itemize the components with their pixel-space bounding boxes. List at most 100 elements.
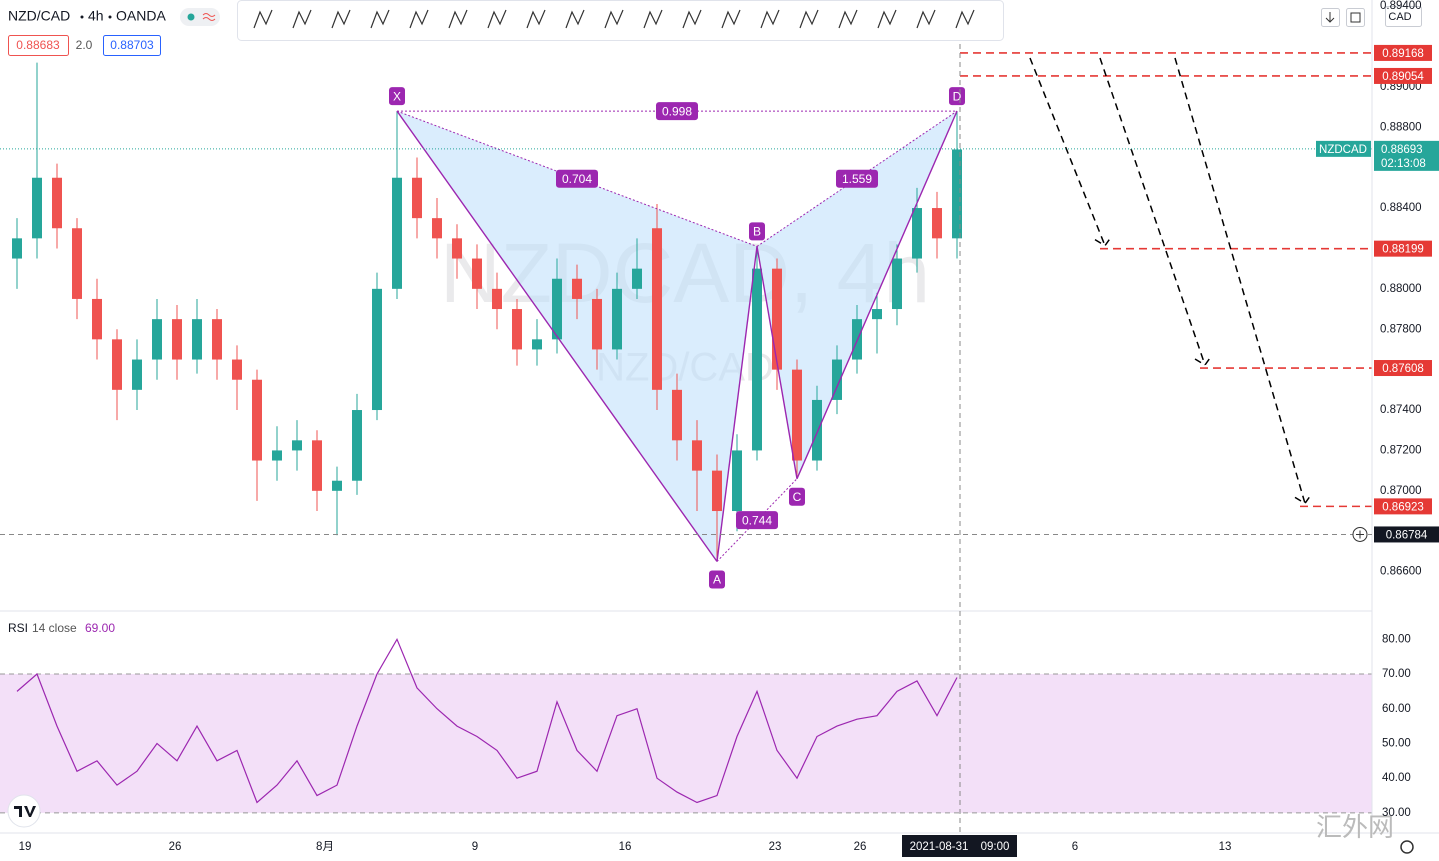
tool-button[interactable] [951, 5, 979, 35]
y-tick-label: 0.87400 [1380, 404, 1422, 416]
pattern-fill [757, 111, 957, 479]
candle-body [652, 228, 662, 390]
candle-body [612, 288, 622, 350]
tool-hit[interactable] [795, 5, 823, 35]
scroll-icon [1325, 12, 1335, 23]
candle-body [252, 379, 262, 461]
fullscreen-button[interactable] [1346, 8, 1365, 27]
crosshair-time: 09:00 [981, 841, 1010, 853]
tool-hit[interactable] [483, 5, 511, 35]
tool-button[interactable] [873, 5, 901, 35]
candle-body [292, 440, 302, 451]
y-tick-label: 0.87200 [1380, 444, 1422, 456]
candle-body [12, 238, 22, 259]
candle-body [152, 319, 162, 360]
tool-icon [409, 9, 429, 29]
target-level-label-box [1374, 44, 1432, 61]
spread: 2.0 [76, 38, 93, 52]
time-label: 16 [619, 841, 632, 853]
tool-hit[interactable] [444, 5, 472, 35]
tool-hit[interactable] [405, 5, 433, 35]
projection-arrow [1029, 57, 1113, 247]
time-label: 23 [769, 841, 782, 853]
tool-hit[interactable] [873, 5, 901, 35]
tool-button[interactable] [366, 5, 394, 35]
candle-body [512, 309, 522, 350]
tool-button[interactable] [483, 5, 511, 35]
target-level-label-box [1374, 67, 1432, 84]
tool-button[interactable] [600, 5, 628, 35]
tool-hit[interactable] [600, 5, 628, 35]
tool-hit[interactable] [756, 5, 784, 35]
rsi-tick-label: 30.00 [1382, 807, 1411, 819]
tool-button[interactable] [327, 5, 355, 35]
tool-hit[interactable] [522, 5, 550, 35]
settings-icon[interactable] [1400, 840, 1414, 854]
candle-body [212, 319, 222, 360]
tool-hit[interactable] [834, 5, 862, 35]
tool-button[interactable] [678, 5, 706, 35]
candle-body [272, 450, 282, 461]
tool-button[interactable] [288, 5, 316, 35]
tool-button[interactable] [756, 5, 784, 35]
pattern-leg [756, 246, 798, 479]
interval[interactable]: 4h [88, 8, 104, 24]
candle-body [392, 177, 402, 289]
time-label: 26 [169, 841, 182, 853]
bid-box[interactable] [8, 35, 69, 56]
status-icon [202, 13, 216, 21]
tool-hit[interactable] [561, 5, 589, 35]
candle-body [792, 369, 802, 461]
tool-hit[interactable] [678, 5, 706, 35]
rsi-tick-label: 40.00 [1382, 772, 1411, 784]
tool-icon [604, 9, 624, 29]
currency-button[interactable] [1385, 6, 1422, 27]
tool-button[interactable] [795, 5, 823, 35]
candle-body [232, 359, 242, 380]
target-level-label: 0.86923 [1382, 501, 1424, 513]
rsi-band [0, 674, 1372, 813]
tool-button[interactable] [249, 5, 277, 35]
ratio-label: 0.998 [662, 104, 692, 118]
logo-circle[interactable] [7, 794, 41, 828]
tool-hit[interactable] [639, 5, 667, 35]
crosshair-price: 0.86784 [1386, 529, 1428, 541]
site-watermark: 汇外网 [1316, 812, 1394, 842]
tool-button[interactable] [405, 5, 433, 35]
candle-body [472, 258, 482, 289]
status-badge[interactable] [180, 8, 220, 26]
ask-box[interactable] [103, 35, 161, 56]
tool-icon [292, 9, 312, 29]
candle-body [332, 480, 342, 491]
tool-hit[interactable] [327, 5, 355, 35]
candle-body [312, 440, 322, 491]
tool-button[interactable] [912, 5, 940, 35]
candle-body [932, 208, 942, 239]
tool-hit[interactable] [249, 5, 277, 35]
tool-button[interactable] [717, 5, 745, 35]
point-label: D [953, 89, 962, 103]
tool-icon [448, 9, 468, 29]
tool-icon [916, 9, 936, 29]
tool-button[interactable] [639, 5, 667, 35]
tool-button[interactable] [561, 5, 589, 35]
tool-hit[interactable] [717, 5, 745, 35]
candle-body [632, 268, 642, 289]
separator [80, 15, 84, 19]
symbol[interactable]: NZD/CAD [8, 8, 70, 24]
tool-button[interactable] [444, 5, 472, 35]
tool-hit[interactable] [912, 5, 940, 35]
plot-layer: 0.704 0.744 1.559 0.998 X A B C D [0, 52, 1372, 589]
tool-button[interactable] [522, 5, 550, 35]
candle-body [892, 258, 902, 310]
target-level-label: 0.89054 [1382, 71, 1424, 83]
tool-hit[interactable] [951, 5, 979, 35]
ratio-label: 1.559 [842, 172, 872, 186]
tool-hit[interactable] [366, 5, 394, 35]
y-tick-label: 0.87000 [1380, 485, 1422, 497]
tool-hit[interactable] [288, 5, 316, 35]
ask: 0.88703 [110, 38, 154, 52]
candle-body [712, 470, 722, 512]
tool-button[interactable] [834, 5, 862, 35]
